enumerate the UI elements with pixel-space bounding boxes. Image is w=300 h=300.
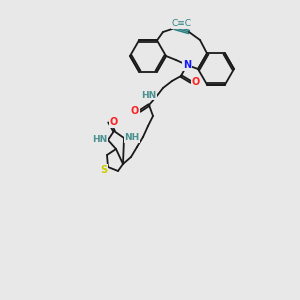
Text: O: O <box>192 77 200 87</box>
Text: O: O <box>110 117 118 127</box>
Text: HN: HN <box>92 136 108 145</box>
Text: C≡C: C≡C <box>172 20 192 28</box>
Text: HN: HN <box>141 91 157 100</box>
Text: NH: NH <box>124 134 140 142</box>
Text: O: O <box>131 106 139 116</box>
Text: S: S <box>100 165 108 175</box>
Text: N: N <box>183 60 191 70</box>
